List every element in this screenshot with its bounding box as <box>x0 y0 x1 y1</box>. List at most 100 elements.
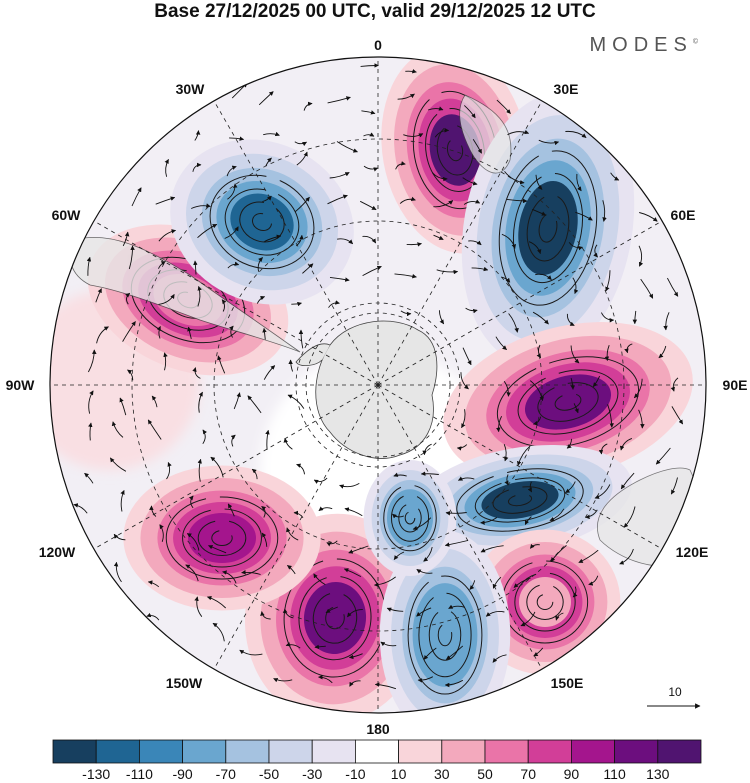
wind-arrow <box>623 506 636 528</box>
wind-arrow <box>496 415 502 433</box>
wind-arrow <box>239 649 263 656</box>
streamline-loop <box>418 592 472 678</box>
wind-arrow <box>327 96 351 104</box>
streamline-loop <box>197 520 247 556</box>
wind-arrow <box>119 397 127 416</box>
wind-arrow <box>109 457 127 472</box>
wind-arrow <box>373 576 396 588</box>
wind-arrow <box>296 234 304 247</box>
streamline-loop <box>211 530 233 546</box>
wind-arrow <box>241 570 261 575</box>
lon-label-60e: 60E <box>671 207 696 223</box>
wind-arrow <box>149 505 157 517</box>
streamline-loop <box>554 393 582 411</box>
wind-arrow <box>507 129 530 136</box>
streamline-loop <box>456 468 584 532</box>
latitude-circle <box>131 138 625 632</box>
wind-arrow <box>349 680 361 687</box>
wind-arrow <box>501 276 511 283</box>
wind-arrow <box>624 343 633 354</box>
wind-arrow <box>221 299 227 312</box>
wind-arrow <box>600 312 615 323</box>
colorbar-swatch <box>398 739 443 764</box>
colorbar-tick: 50 <box>477 766 493 782</box>
colorbar-swatch <box>484 739 529 764</box>
colorbar-tick: 70 <box>520 766 536 782</box>
positive-anomaly <box>123 465 321 611</box>
wind-arrow <box>363 165 379 172</box>
wind-arrow <box>538 139 560 146</box>
wind-arrow <box>529 380 544 402</box>
negative-anomaly <box>363 460 457 576</box>
wind-arrow <box>416 607 432 617</box>
lon-label-90w: 90W <box>6 377 36 393</box>
wind-arrow <box>593 244 598 258</box>
wind-arrow <box>208 545 227 554</box>
wind-arrow <box>436 269 459 275</box>
meridian-line <box>213 100 379 386</box>
wind-arrow <box>433 200 454 208</box>
wind-arrow <box>412 517 432 531</box>
wind-arrow <box>227 183 238 200</box>
wind-arrow <box>265 429 270 450</box>
wind-arrow <box>348 545 369 554</box>
meridian-line <box>93 384 379 550</box>
wind-arrow <box>230 434 236 447</box>
wind-arrow <box>122 231 130 247</box>
wind-arrow <box>363 132 375 137</box>
wind-arrow <box>264 234 282 242</box>
wind-arrow <box>88 349 97 373</box>
wind-arrow <box>88 390 94 414</box>
wind-arrow <box>492 576 502 589</box>
streamline-loop <box>209 174 315 270</box>
wind-arrow <box>251 468 258 480</box>
wind-arrow <box>298 329 304 349</box>
wind-arrow <box>166 461 172 480</box>
wind-arrow <box>516 445 531 466</box>
wind-arrow <box>158 229 177 242</box>
wind-arrow <box>227 261 240 269</box>
wind-arrow <box>433 234 444 241</box>
wind-arrow <box>532 208 547 216</box>
wind-arrow <box>265 157 272 167</box>
wind-arrow <box>197 458 202 482</box>
map-boundary <box>49 56 707 714</box>
wind-streamlines <box>73 63 684 690</box>
wind-arrow <box>194 130 201 141</box>
wind-arrow <box>380 641 397 647</box>
wind-arrow <box>394 273 417 279</box>
wind-arrow <box>638 409 645 429</box>
streamline-loop <box>536 594 554 610</box>
lon-label-180: 180 <box>366 721 390 737</box>
colorbar-swatch <box>614 739 659 764</box>
wind-arrow <box>405 68 417 74</box>
wind-arrow <box>256 295 266 304</box>
wind-arrow <box>549 508 565 522</box>
meridian-line <box>377 384 663 550</box>
wind-arrow <box>445 510 467 516</box>
wind-arrow <box>406 242 422 247</box>
colorbar-tick: -130 <box>82 766 110 782</box>
colorbar-tick: 90 <box>564 766 580 782</box>
wind-arrow <box>640 278 654 299</box>
wind-arrow <box>566 438 572 449</box>
wind-arrow <box>293 510 304 518</box>
colorbar-tick: 10 <box>391 766 407 782</box>
wind-arrow <box>461 409 466 429</box>
wind-arrow <box>347 609 363 618</box>
wind-arrow <box>113 533 126 541</box>
wind-arrow <box>535 273 552 281</box>
map-title: Base 27/12/2025 00 UTC, valid 29/12/2025… <box>154 1 596 22</box>
wind-arrow <box>527 481 533 493</box>
streamline-loop <box>538 213 558 243</box>
streamline-loop <box>492 486 548 514</box>
lon-label-150e: 150E <box>551 675 584 691</box>
wind-arrow <box>533 647 544 657</box>
wind-arrow <box>602 200 607 222</box>
wind-arrow <box>568 242 583 251</box>
wind-arrow <box>504 171 525 185</box>
wind-arrow <box>157 260 166 269</box>
colorbar-swatch <box>268 739 313 764</box>
wind-arrow <box>263 131 280 137</box>
streamline-loop <box>390 494 430 542</box>
